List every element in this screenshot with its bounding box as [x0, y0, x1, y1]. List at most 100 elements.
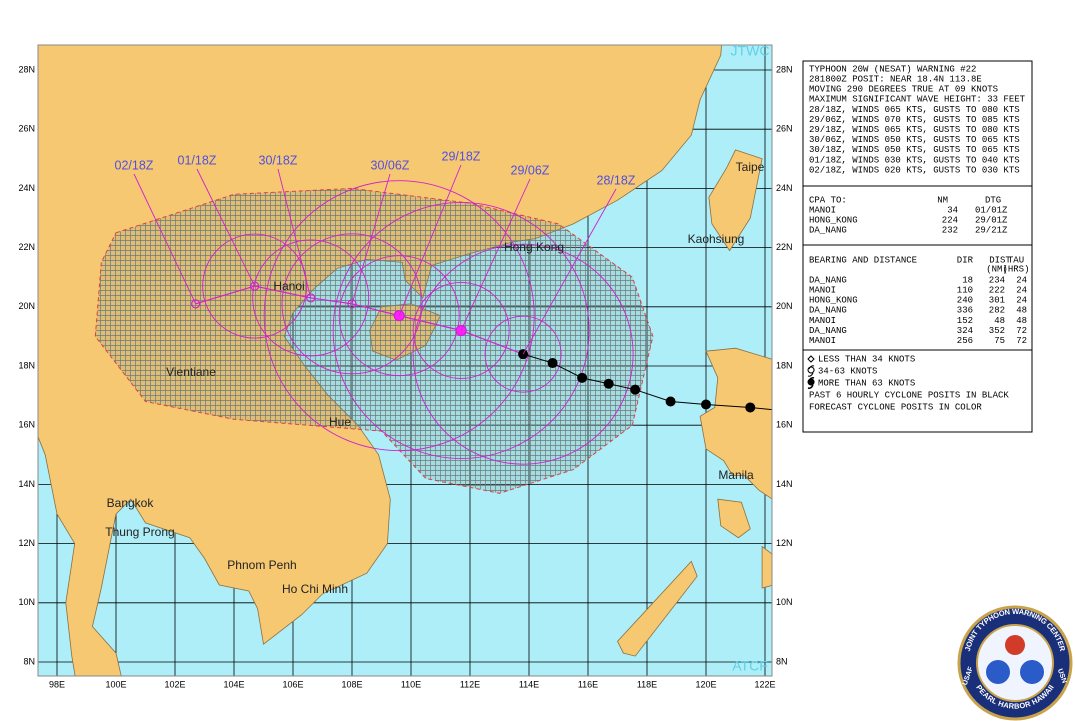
wind-radius: [484, 315, 562, 393]
lat-label: 16N: [18, 420, 35, 430]
lon-label: 104E: [223, 679, 244, 689]
corner-label: JTWC: [731, 43, 770, 59]
lon-label: 102E: [164, 679, 185, 689]
wind-radius: [412, 243, 634, 465]
lat-label: 8N: [776, 656, 788, 666]
city-label: Bangkok: [107, 496, 155, 510]
landmass: [617, 560, 698, 657]
forecast-time: 30/18Z: [259, 153, 298, 167]
leader-line: [277, 168, 312, 299]
city-label: Hong Kong: [504, 240, 564, 254]
warning-line: 02/18Z, WINDS 020 KTS, GUSTS TO 030 KTS: [809, 165, 1020, 175]
lat-label: 20N: [776, 301, 793, 311]
leader-line: [351, 173, 391, 304]
lat-label: 10N: [18, 597, 35, 607]
bearing-cell: 256: [957, 336, 973, 346]
lat-label: 26N: [18, 124, 35, 134]
lat-label: 22N: [776, 242, 793, 252]
lon-label: 110E: [401, 679, 421, 689]
lon-label: 98E: [49, 679, 65, 689]
bearing-cell: 352: [989, 326, 1005, 336]
bearing-cell: 48: [1016, 306, 1027, 316]
leader-line: [522, 188, 617, 355]
lat-label: 22N: [18, 242, 35, 252]
wind-radius: [281, 233, 423, 375]
lat-label: 12N: [18, 538, 35, 548]
past-position: [701, 399, 711, 410]
legend-text: PAST 6 HOURLY CYCLONE POSITS IN BLACK: [809, 390, 1009, 400]
leader-line: [133, 173, 197, 305]
leader-line: [196, 168, 256, 287]
lon-label: 112E: [460, 679, 480, 689]
city-label: Manila: [718, 468, 754, 482]
lat-label: 24N: [18, 183, 35, 193]
past-position: [547, 358, 558, 369]
warning-line: MOVING 290 DEGREES TRUE AT 09 KNOTS: [809, 85, 998, 95]
legend-text: 34-63 KNOTS: [818, 366, 877, 376]
cpa-cell: DA_NANG: [809, 226, 847, 236]
bearing-header: TAU: [1008, 255, 1024, 265]
danger-hatch: [94, 187, 654, 494]
bearing-cell: 24: [1016, 296, 1027, 306]
legend-symbol: [807, 377, 815, 389]
city-label: Vientiane: [166, 365, 216, 379]
lat-label: 28N: [18, 64, 35, 74]
forecast-time: 29/06Z: [511, 163, 550, 177]
lon-label: 106E: [282, 679, 303, 689]
cpa-header: NM: [937, 195, 948, 205]
wind-radius: [263, 180, 535, 452]
city-label: Ho Chi Minh: [282, 582, 348, 596]
lat-label: 24N: [776, 183, 793, 193]
warning-line: 30/06Z, WINDS 050 KTS, GUSTS TO 065 KTS: [809, 135, 1020, 145]
bearing-cell: 18: [962, 275, 973, 285]
legend-text: MORE THAN 63 KNOTS: [818, 378, 915, 388]
bearing-cell: 240: [957, 296, 973, 306]
city-label: Taipe: [736, 160, 765, 174]
lat-label: 8N: [23, 656, 35, 666]
past-position: [630, 384, 641, 395]
legend-symbol: [807, 355, 815, 363]
danger-area: [94, 187, 654, 494]
city-label: Hue: [329, 415, 351, 429]
landmass: [717, 498, 751, 539]
warning-line: MAXIMUM SIGNIFICANT WAVE HEIGHT: 33 FEET: [809, 95, 1026, 105]
city-label: Hanoi: [273, 279, 304, 293]
logo-emblem: [986, 660, 1010, 684]
cpa-cell: 29/21Z: [975, 226, 1008, 236]
jtwc-logo: JOINT TYPHOON WARNING CENTER PEARL HARBO…: [957, 605, 1073, 721]
lat-label: 14N: [18, 479, 35, 489]
warning-line: 29/18Z, WINDS 065 KTS, GUSTS TO 080 KTS: [809, 125, 1020, 135]
forecast-time: 02/18Z: [115, 158, 154, 172]
lat-label: 18N: [776, 360, 793, 370]
lon-label: 100E: [105, 679, 126, 689]
legend-symbol: [807, 365, 815, 377]
lon-label: 118E: [637, 679, 657, 689]
lat-label: 14N: [776, 479, 793, 489]
lon-label: 108E: [341, 679, 362, 689]
lon-label: 114E: [519, 679, 539, 689]
corner-label: ATCF: [732, 658, 768, 674]
bearing-cell: DA_NANG: [809, 326, 847, 336]
lat-label: 26N: [776, 124, 793, 134]
bearing-cell: 282: [989, 306, 1005, 316]
cpa-cell: 224: [942, 215, 958, 225]
bearing-cell: HONG_KONG: [809, 296, 858, 306]
bearing-unit: (NM): [986, 264, 1008, 274]
lon-label: 120E: [695, 679, 716, 689]
legend-text: FORECAST CYCLONE POSITS IN COLOR: [809, 402, 982, 412]
bearing-cell: 24: [1016, 275, 1027, 285]
map-frame: [37, 44, 773, 677]
city-label: Thung Prong: [105, 525, 174, 539]
cpa-cell: MANOI: [809, 205, 836, 215]
bearing-cell: 324: [957, 326, 973, 336]
lon-label: 122E: [754, 679, 775, 689]
cpa-cell: 34: [947, 205, 958, 215]
cpa-header: CPA TO:: [809, 195, 847, 205]
wind-radius: [332, 202, 590, 459]
warning-line: TYPHOON 20W (NESAT) WARNING #22: [809, 64, 976, 74]
landmass: [708, 149, 763, 252]
bearing-header: DIR: [957, 255, 974, 265]
bearing-cell: 152: [957, 316, 973, 326]
